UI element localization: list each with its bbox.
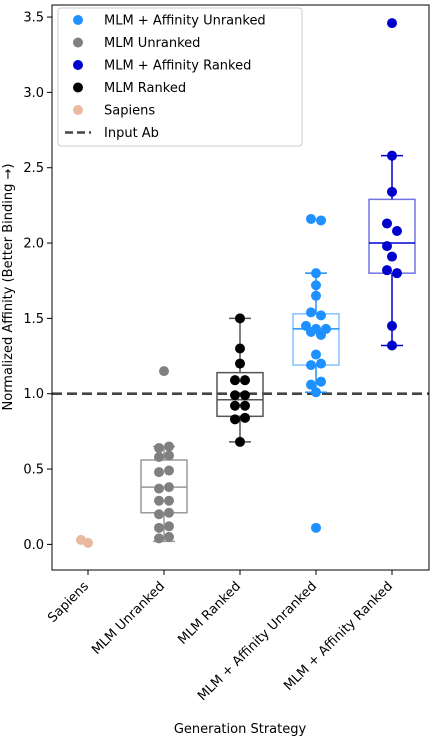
legend: MLM + Affinity Unranked MLM Unranked MLM +…	[57, 7, 303, 147]
data-point	[164, 482, 174, 493]
legend-swatch	[73, 105, 83, 115]
data-point	[240, 412, 250, 423]
data-point	[164, 507, 174, 518]
data-point	[392, 268, 402, 279]
data-point	[387, 340, 397, 351]
y-axis-label: Normalized Affinity (Better Binding →)	[1, 164, 16, 411]
data-point	[316, 329, 326, 340]
data-point	[230, 400, 240, 411]
data-point	[387, 186, 397, 197]
data-point	[235, 343, 245, 354]
y-tick-label: 2.5	[23, 161, 44, 176]
y-tick-label: 1.0	[23, 387, 44, 402]
data-point	[235, 436, 245, 447]
data-point	[164, 495, 174, 506]
data-point	[154, 483, 164, 494]
data-point	[159, 366, 169, 377]
data-point	[164, 441, 174, 452]
y-tick-label: 0.0	[23, 538, 44, 553]
legend-frame	[57, 7, 303, 147]
data-point	[240, 400, 250, 411]
data-point	[154, 509, 164, 520]
data-point	[154, 522, 164, 533]
data-point	[316, 310, 326, 321]
data-point	[235, 313, 245, 324]
data-point	[311, 268, 321, 279]
box-5	[368, 154, 416, 347]
y-tick-label: 0.5	[23, 463, 44, 478]
data-point	[306, 307, 316, 318]
legend-swatch	[73, 37, 83, 48]
y-tick-label: 2.0	[23, 237, 44, 252]
legend-swatch	[73, 15, 83, 25]
legend-swatch	[73, 60, 83, 70]
legend-label: MLM + Affinity Unranked	[104, 14, 266, 29]
data-point	[382, 265, 392, 276]
data-point	[164, 521, 174, 532]
data-point	[154, 452, 164, 462]
data-point	[154, 467, 164, 478]
legend-swatch	[73, 82, 83, 93]
data-point	[311, 349, 321, 360]
data-point	[387, 320, 397, 331]
data-point	[306, 360, 316, 371]
y-tick-label: 1.5	[23, 312, 44, 327]
data-point	[230, 375, 240, 386]
data-point	[392, 226, 402, 236]
data-point	[240, 375, 250, 386]
data-point	[387, 18, 397, 29]
data-point	[311, 387, 321, 398]
legend-label: MLM Ranked	[104, 81, 186, 96]
data-point	[83, 537, 93, 548]
data-point	[164, 450, 174, 461]
data-point	[306, 379, 316, 390]
legend-label: Sapiens	[104, 104, 155, 119]
data-point	[164, 465, 174, 476]
data-point	[306, 213, 316, 224]
data-point	[382, 218, 392, 229]
data-point	[154, 495, 164, 506]
data-point	[316, 215, 326, 226]
legend-label: MLM + Affinity Ranked	[104, 59, 251, 74]
data-point	[230, 390, 240, 401]
data-point	[240, 390, 250, 401]
data-point	[235, 358, 245, 369]
data-point	[154, 533, 164, 544]
data-point	[230, 414, 240, 425]
data-point	[154, 442, 164, 453]
data-point	[306, 326, 316, 337]
legend-label: Input Ab	[104, 126, 159, 141]
data-point	[311, 280, 321, 291]
data-point	[387, 150, 397, 161]
data-point	[382, 241, 392, 252]
data-point	[387, 251, 397, 262]
legend-label: MLM Unranked	[104, 36, 200, 51]
data-point	[316, 358, 326, 369]
data-point	[316, 376, 326, 387]
x-axis-label: Generation Strategy	[174, 722, 307, 737]
data-point	[311, 522, 321, 533]
data-point	[311, 290, 321, 301]
y-tick-label: 3.5	[23, 11, 44, 26]
y-tick-label: 3.0	[23, 86, 44, 101]
data-point	[164, 531, 174, 542]
